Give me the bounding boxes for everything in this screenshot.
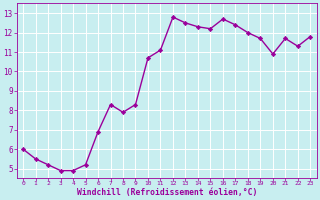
- X-axis label: Windchill (Refroidissement éolien,°C): Windchill (Refroidissement éolien,°C): [76, 188, 257, 197]
